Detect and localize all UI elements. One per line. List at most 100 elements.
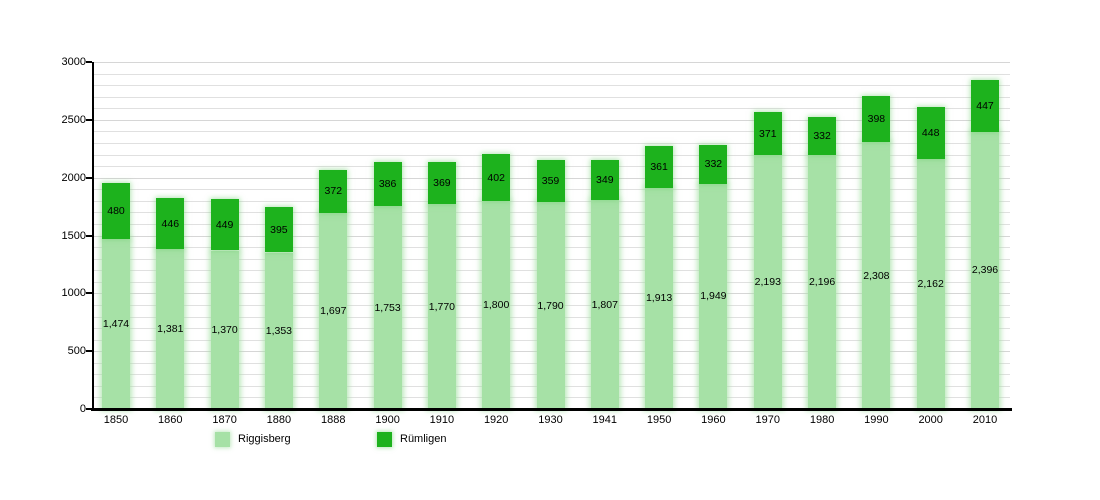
bar-1980-ruemligen	[808, 116, 837, 155]
value-label-1960-ruemligen: 332	[704, 158, 723, 171]
bar-1950-riggisberg	[645, 187, 674, 409]
value-label-1920-ruemligen: 402	[487, 171, 505, 184]
bar-1950-ruemligen	[645, 146, 674, 188]
value-label-1860-ruemligen: 446	[161, 217, 180, 230]
bar-1930-riggisberg	[536, 202, 565, 409]
bar-2010-riggisberg	[971, 131, 999, 409]
value-label-1870-ruemligen: 449	[215, 218, 234, 231]
bar-1960-riggisberg	[699, 183, 728, 409]
value-label-1888-ruemligen: 372	[324, 185, 343, 198]
gridline-2600	[93, 108, 1010, 110]
value-label-1860-riggisberg: 1,381	[157, 323, 184, 336]
value-label-2010-ruemligen: 447	[976, 100, 994, 112]
x-axis-label-1920: 1920	[483, 414, 509, 426]
bar-1960-ruemligen	[699, 145, 728, 184]
x-axis-label-2000: 2000	[918, 414, 943, 426]
value-label-1980-riggisberg: 2,196	[808, 276, 836, 288]
value-label-1850-ruemligen: 480	[107, 204, 125, 217]
gridline-2200	[93, 154, 1010, 156]
x-axis-label-2010: 2010	[972, 414, 998, 426]
value-label-1950-ruemligen: 361	[650, 160, 668, 173]
value-label-1941-ruemligen: 349	[596, 173, 614, 186]
value-label-1900-ruemligen: 386	[378, 177, 397, 190]
bar-1910-ruemligen	[427, 161, 456, 205]
bar-1980-riggisberg	[808, 155, 837, 409]
value-label-2000-ruemligen: 448	[921, 127, 940, 139]
bar-1941-ruemligen	[590, 159, 619, 200]
x-axis-label-1860: 1860	[158, 414, 183, 426]
value-label-2010-riggisberg: 2,396	[971, 264, 999, 277]
y-axis-label-2000: 2000	[61, 171, 86, 184]
bar-1880-ruemligen	[264, 206, 293, 253]
bar-1888-ruemligen	[319, 169, 348, 213]
x-axis-label-1870: 1870	[212, 414, 237, 426]
value-label-1990-ruemligen: 398	[867, 113, 886, 125]
y-axis-label-500: 500	[67, 345, 86, 358]
gridline-2400	[93, 131, 1010, 133]
bar-1850-riggisberg	[102, 238, 130, 409]
bar-2010-ruemligen	[971, 80, 999, 132]
bar-1920-ruemligen	[482, 154, 511, 201]
bar-1900-riggisberg	[373, 206, 402, 409]
value-label-1900-riggisberg: 1,753	[374, 301, 401, 314]
y-axis-tick	[86, 234, 92, 237]
bar-1900-ruemligen	[373, 161, 402, 207]
y-axis-label-3000: 3000	[61, 56, 86, 68]
gridline-2800	[93, 85, 1010, 87]
bar-2000-riggisberg	[916, 158, 945, 409]
y-axis-label-1500: 1500	[61, 229, 86, 242]
bar-1860-riggisberg	[156, 249, 185, 409]
bar-1970-riggisberg	[753, 155, 782, 409]
x-axis-label-1850: 1850	[103, 414, 129, 426]
value-label-1880-ruemligen: 395	[270, 223, 288, 236]
bar-1941-riggisberg	[590, 200, 619, 409]
x-axis	[91, 408, 1012, 411]
legend-swatch-riggisberg	[215, 432, 230, 447]
x-axis-label-1900: 1900	[375, 414, 400, 426]
x-axis-label-1960: 1960	[701, 414, 726, 426]
bar-1870-riggisberg	[210, 250, 239, 409]
gridline-2500	[93, 119, 1010, 121]
y-axis-tick	[86, 292, 92, 295]
value-label-1930-ruemligen: 359	[541, 175, 560, 188]
value-label-1970-riggisberg: 2,193	[754, 276, 781, 289]
value-label-1870-riggisberg: 1,370	[211, 323, 238, 336]
x-axis-label-1941: 1941	[592, 414, 618, 426]
x-axis-label-1950: 1950	[646, 414, 672, 426]
bar-1860-ruemligen	[156, 197, 185, 250]
gridline-2700	[93, 96, 1010, 98]
y-axis-label-0: 0	[79, 403, 86, 415]
legend-label-riggisberg: Riggisberg	[238, 433, 291, 445]
value-label-1970-ruemligen: 371	[759, 127, 777, 140]
value-label-1990-riggisberg: 2,308	[863, 269, 890, 282]
x-axis-label-1970: 1970	[755, 414, 781, 426]
bar-1930-ruemligen	[536, 160, 565, 202]
x-axis-label-1880: 1880	[266, 414, 292, 426]
bar-1990-ruemligen	[862, 96, 891, 142]
y-axis-tick	[86, 118, 92, 121]
value-label-1950-riggisberg: 1,913	[645, 292, 673, 305]
value-label-2000-riggisberg: 2,162	[917, 278, 944, 290]
value-label-1910-ruemligen: 369	[433, 176, 451, 189]
value-label-1920-riggisberg: 1,800	[483, 298, 510, 311]
y-axis-tick	[86, 350, 92, 353]
bar-2000-ruemligen	[916, 107, 945, 159]
value-label-1980-ruemligen: 332	[813, 129, 831, 142]
value-label-1941-riggisberg: 1,807	[591, 298, 618, 311]
bar-1910-riggisberg	[427, 204, 456, 409]
y-axis	[92, 62, 94, 411]
y-axis-label-2500: 2500	[61, 113, 86, 126]
y-axis-tick	[86, 61, 92, 63]
bar-1850-ruemligen	[102, 183, 130, 239]
x-axis-label-1980: 1980	[809, 414, 835, 426]
y-axis-tick	[86, 176, 92, 179]
x-axis-label-1910: 1910	[429, 414, 455, 426]
value-label-1960-riggisberg: 1,949	[700, 290, 727, 303]
bar-1920-riggisberg	[482, 200, 511, 409]
legend-label-ruemligen: Rümligen	[400, 433, 447, 445]
x-axis-label-1990: 1990	[864, 414, 889, 426]
x-axis-label-1888: 1888	[321, 414, 346, 426]
bar-1970-ruemligen	[753, 112, 782, 156]
value-label-1910-riggisberg: 1,770	[428, 300, 456, 313]
